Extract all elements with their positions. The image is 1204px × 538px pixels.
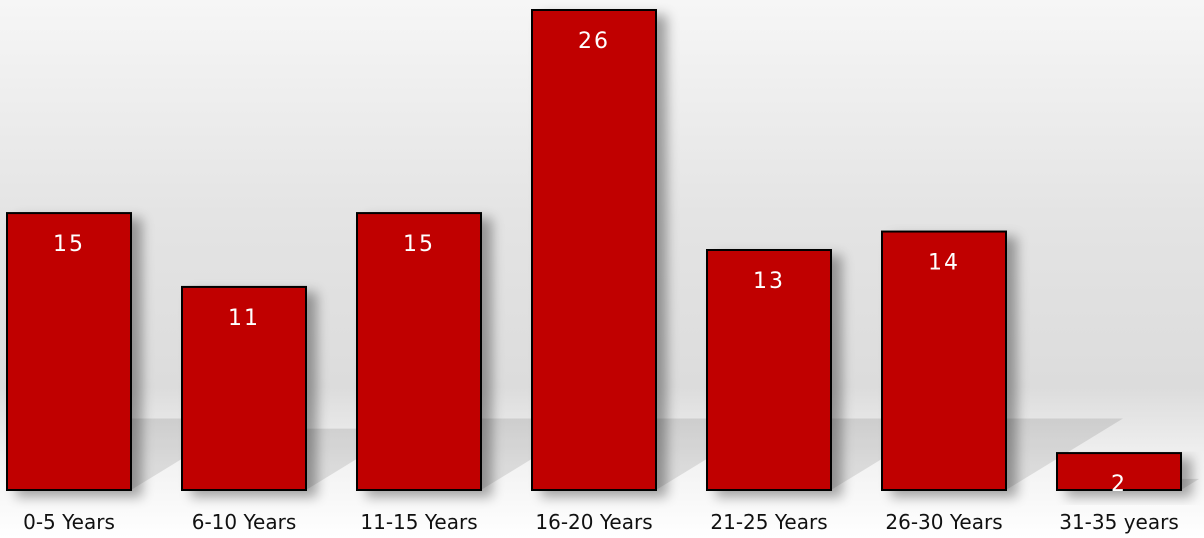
bars (6, 9, 1182, 492)
x-tick-label: 0-5 Years (23, 510, 115, 534)
bar-16-20-years (531, 9, 657, 491)
x-tick-label: 16-20 Years (535, 510, 652, 534)
bar-0-5-years (6, 212, 132, 491)
bar-value-label: 26 (578, 29, 610, 54)
bar-value-label: 14 (928, 251, 960, 276)
bar-31-35-years (1056, 452, 1182, 492)
bar-value-label: 13 (753, 269, 785, 294)
bar-value-labels: 15 11 15 26 13 14 2 (53, 29, 1127, 497)
bar-value-label: 11 (228, 306, 260, 331)
bar-21-25-years (706, 249, 832, 491)
x-tick-label: 21-25 Years (710, 510, 827, 534)
bar-26-30-years (881, 230, 1007, 492)
x-tick-label: 26-30 Years (885, 510, 1002, 534)
x-tick-label: 31-35 years (1059, 510, 1179, 534)
x-tick-label: 6-10 Years (192, 510, 297, 534)
bar-value-label: 15 (53, 232, 85, 257)
category-labels: 0-5 Years 6-10 Years 11-15 Years 16-20 Year… (23, 510, 1179, 534)
bar-value-label: 2 (1111, 472, 1127, 497)
bar-11-15-years (356, 212, 482, 491)
bar-value-label: 15 (403, 232, 435, 257)
x-tick-label: 11-15 Years (360, 510, 477, 534)
bar-6-10-years (181, 285, 307, 491)
